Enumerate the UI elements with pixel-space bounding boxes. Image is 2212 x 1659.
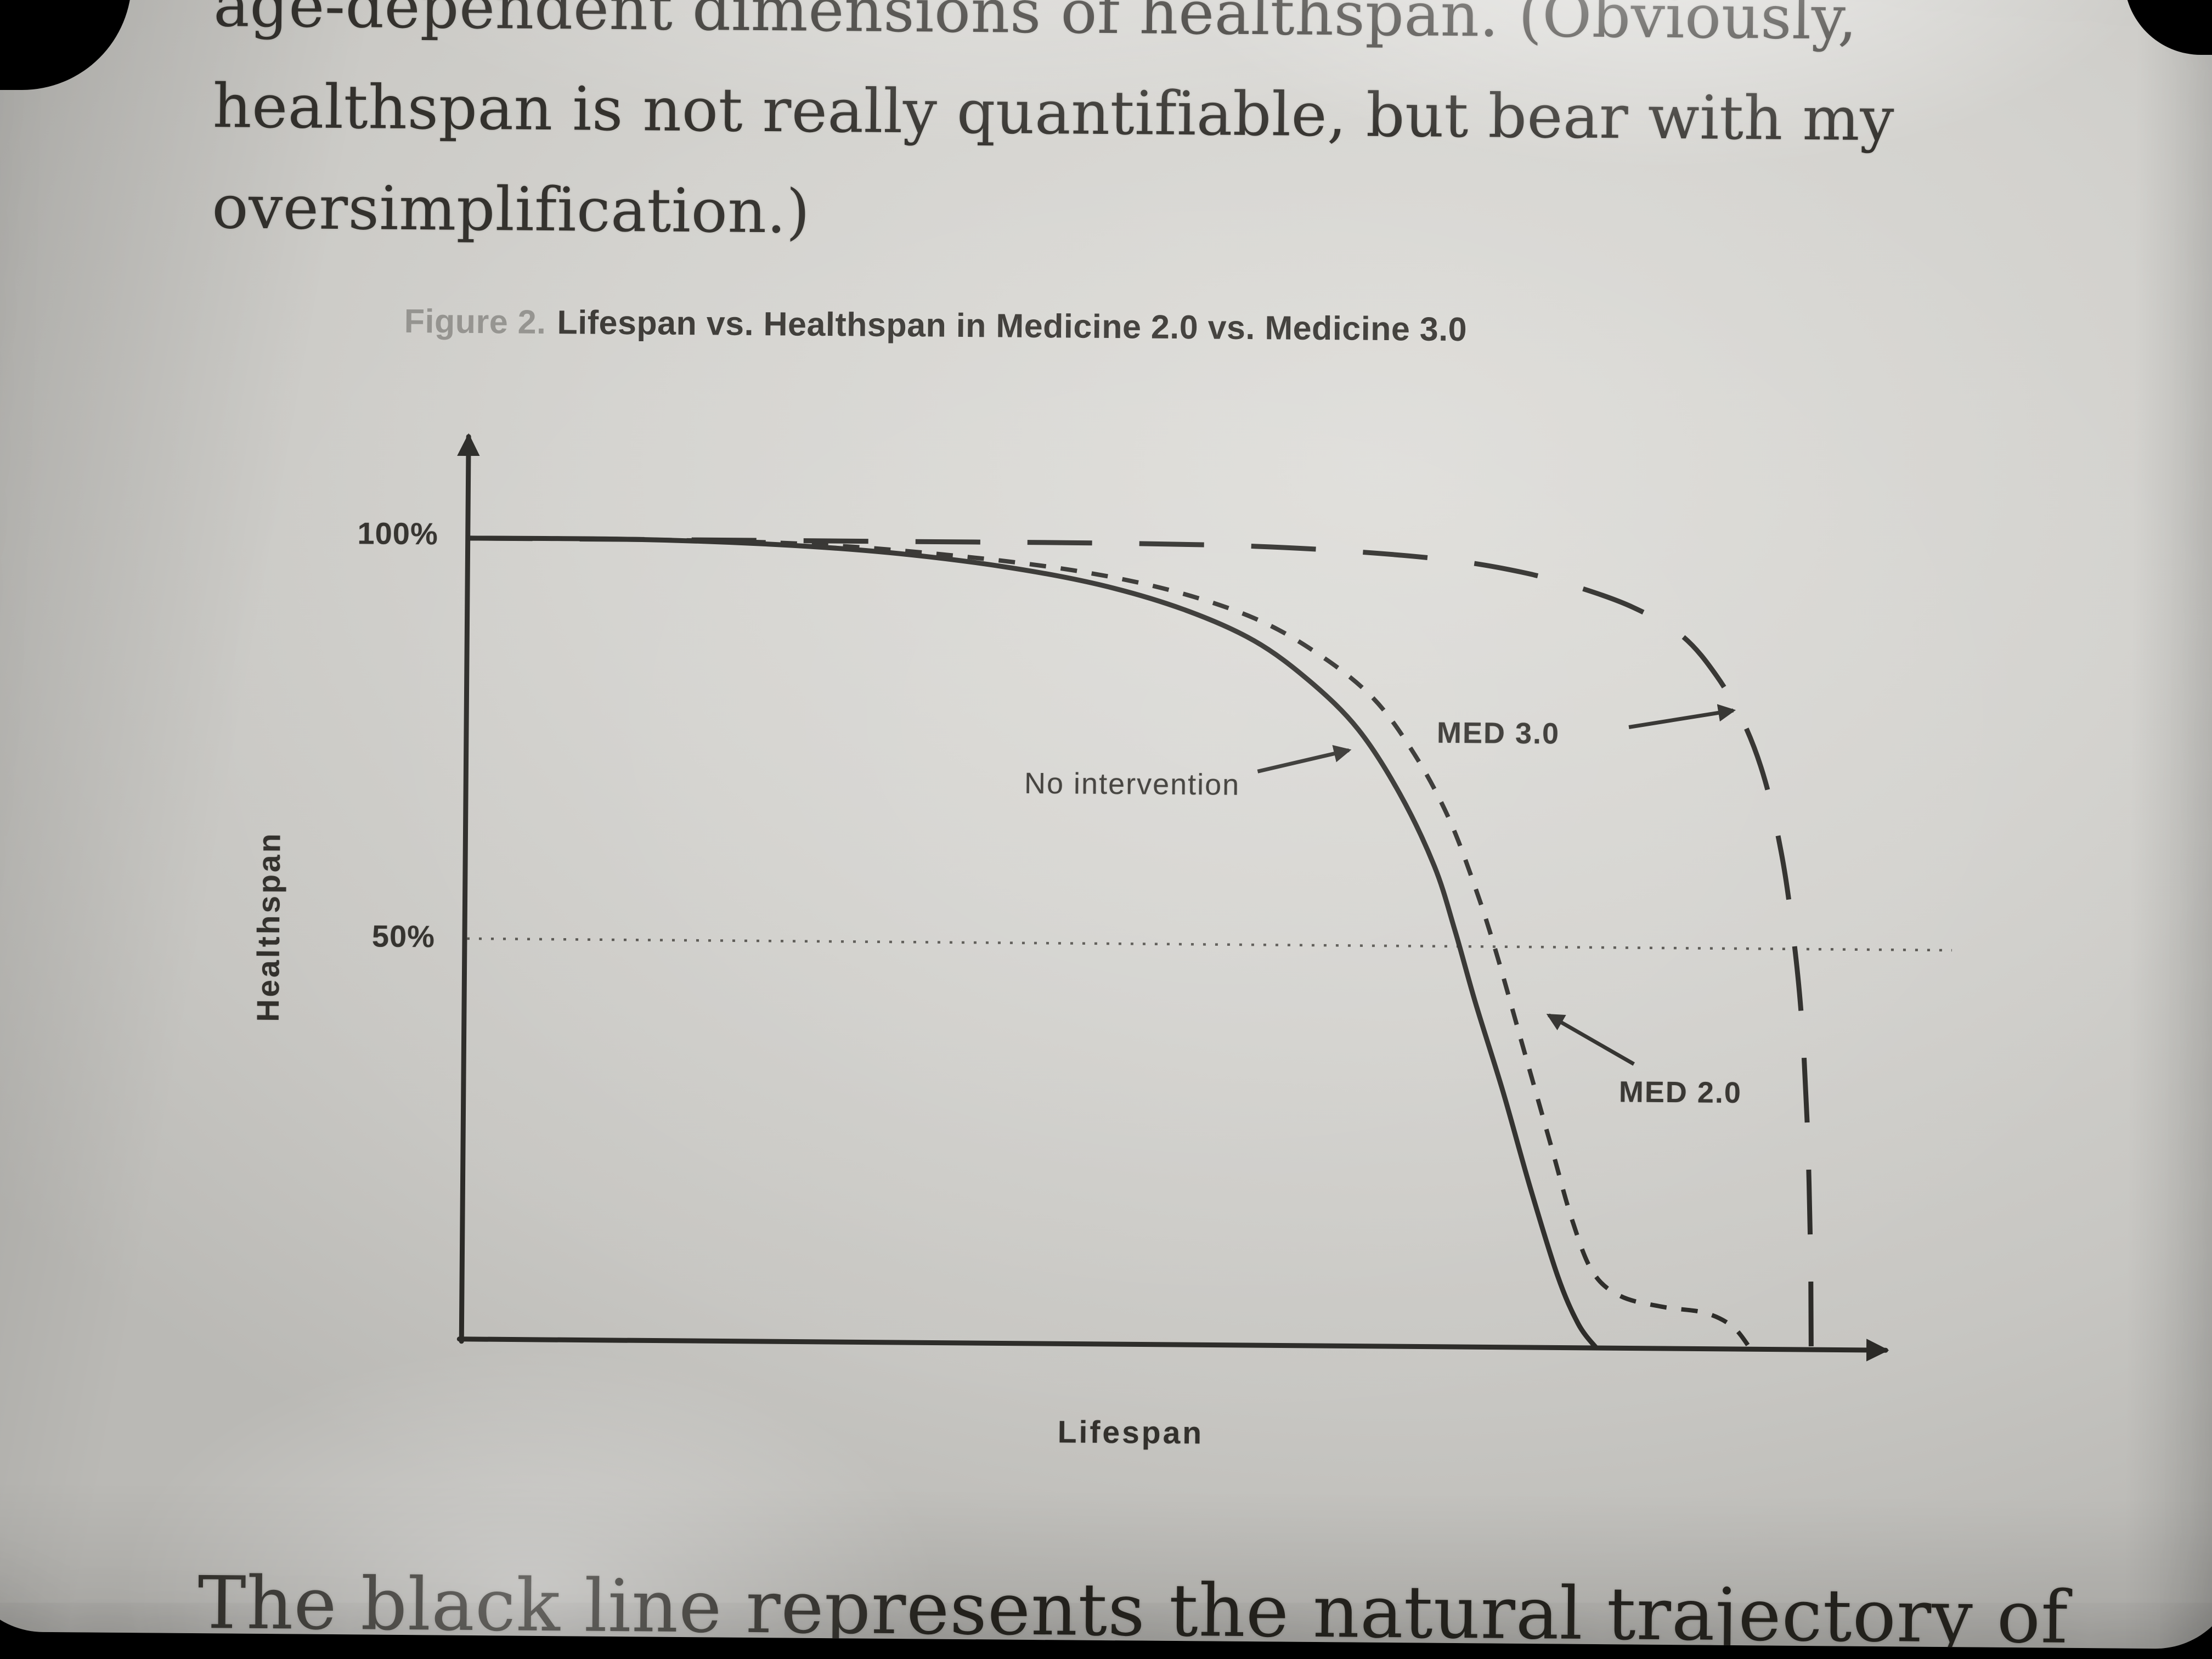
med30-arrow <box>1628 704 1736 729</box>
y-axis-label: Healthspan <box>250 831 287 1022</box>
chart-curves <box>467 535 1814 1351</box>
curve-med-2-0 <box>467 535 1753 1351</box>
annotation-no-intervention: No intervention <box>1024 766 1240 802</box>
x-axis-label: Lifespan <box>1057 1414 1204 1451</box>
annotation-med-2-0: MED 2.0 <box>1618 1075 1742 1110</box>
med20-arrow <box>1546 1013 1635 1066</box>
gridline-50pct <box>466 937 1952 952</box>
curve-med-3-0 <box>467 535 1814 1350</box>
no-intervention-arrow <box>1257 745 1352 774</box>
y-axis <box>457 433 480 1344</box>
y-tick-50: 50% <box>371 918 436 954</box>
paragraph-bottom: The black line represents the natural tr… <box>197 1561 2069 1650</box>
annotation-med-3-0: MED 3.0 <box>1436 716 1560 751</box>
y-tick-100: 100% <box>357 516 439 551</box>
curve-no-intervention <box>467 535 1599 1350</box>
x-axis <box>456 1336 1889 1362</box>
